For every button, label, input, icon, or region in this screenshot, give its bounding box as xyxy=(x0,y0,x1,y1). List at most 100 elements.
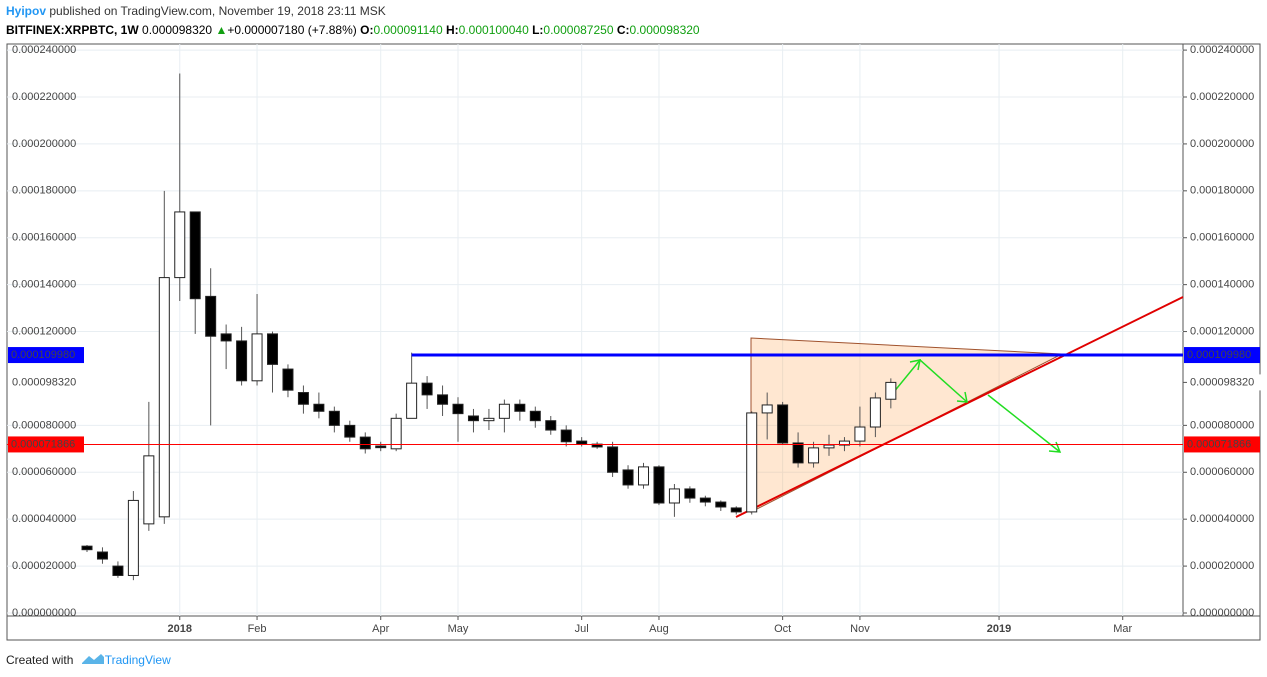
candle-body xyxy=(467,415,479,422)
arrow-head xyxy=(1048,441,1062,453)
candles xyxy=(7,73,1183,581)
y-tick-label: 0.000200000 xyxy=(1190,138,1254,150)
l-label: L: xyxy=(532,23,544,37)
trend-line xyxy=(735,296,1184,518)
candle-body xyxy=(715,501,727,508)
arrow-path xyxy=(987,394,1061,453)
ohlc-line: BITFINEX:XRPBTC, 1W 0.000098320 ▲+0.0000… xyxy=(6,23,700,37)
c-label: C: xyxy=(616,23,630,37)
right-level-label-bg xyxy=(1184,436,1260,453)
candle-body xyxy=(792,442,804,464)
x-tick-label: Nov xyxy=(850,623,870,635)
y-tick-label: 0.000180000 xyxy=(12,185,76,197)
candle-body xyxy=(761,404,773,414)
candle-body xyxy=(838,440,850,446)
y-tick-label: 0.000040000 xyxy=(12,513,76,525)
candle-body xyxy=(297,392,309,405)
x-tick-label: Oct xyxy=(774,623,791,635)
candle-body xyxy=(483,417,495,422)
candle-body xyxy=(437,394,449,405)
candle-body xyxy=(375,445,387,449)
candle-body xyxy=(328,410,340,426)
grid xyxy=(7,44,1183,616)
candle-body xyxy=(622,469,634,486)
brand[interactable]: TradingView xyxy=(104,653,171,667)
left-last-price-bg xyxy=(9,374,85,391)
candle-body xyxy=(158,277,170,518)
candle-body xyxy=(808,447,820,464)
candle-body xyxy=(390,417,402,450)
right-last-price: 0.000098320 xyxy=(1190,376,1254,388)
left-level-label: 0.000071866 xyxy=(11,438,75,450)
footer: Created with TradingView xyxy=(6,652,171,667)
change: +0.000007180 (+7.88%) xyxy=(227,23,357,37)
h-label: H: xyxy=(446,23,459,37)
candle-body xyxy=(730,507,742,513)
y-tick-label: 0.000140000 xyxy=(1190,279,1254,291)
x-tick-label: 2019 xyxy=(987,623,1011,635)
published: published on TradingView.com, November 1… xyxy=(49,4,386,18)
candle-body xyxy=(143,455,155,525)
symbol: BITFINEX:XRPBTC, 1W xyxy=(6,23,139,37)
price: 0.000098320 xyxy=(142,23,213,37)
right-level-label: 0.000109980 xyxy=(1187,349,1251,361)
publish-line: Hyipov published on TradingView.com, Nov… xyxy=(6,4,386,18)
candle-body xyxy=(746,412,758,513)
candle-body xyxy=(576,440,588,445)
x-tick-label: Mar xyxy=(1113,623,1132,635)
candle-body xyxy=(545,420,557,431)
y-tick-label: 0.000060000 xyxy=(1190,466,1254,478)
left-level-label-bg xyxy=(8,347,84,364)
candle-body xyxy=(267,333,279,365)
left-last-price: 0.000098320 xyxy=(12,376,76,388)
arrow-head xyxy=(956,391,968,403)
right-level-label-bg xyxy=(1184,347,1260,364)
y-tick-label: 0.000040000 xyxy=(1190,513,1254,525)
candle-body xyxy=(777,404,789,444)
candle-body xyxy=(421,382,433,396)
up-icon: ▲ xyxy=(215,23,228,37)
candle-body xyxy=(344,424,356,438)
chart: 0.000000000 0.000000000 0.000020000 0.00002… xyxy=(6,43,1263,641)
x-tick-label: Apr xyxy=(372,623,389,635)
h-value: 0.000100040 xyxy=(458,23,529,37)
right-last-price-bg xyxy=(1187,374,1263,391)
candle-body xyxy=(96,551,108,560)
created-with: Created with xyxy=(6,653,74,667)
chart-frame xyxy=(6,43,1261,641)
candle-body xyxy=(112,565,124,576)
candle-body xyxy=(514,403,526,412)
candle-body xyxy=(529,410,541,422)
candle-body xyxy=(638,466,650,486)
x-tick-label: 2018 xyxy=(168,623,192,635)
y-tick-label: 0.000140000 xyxy=(12,279,76,291)
candle-body xyxy=(869,397,881,428)
y-tick-label: 0.000240000 xyxy=(1190,44,1254,56)
y-tick-label: 0.000060000 xyxy=(12,466,76,478)
y-tick-label: 0.000080000 xyxy=(12,419,76,431)
y-tick-label: 0.000020000 xyxy=(1190,560,1254,572)
y-tick-label: 0.000020000 xyxy=(12,560,76,572)
x-tick-label: Aug xyxy=(649,623,669,635)
candle-body xyxy=(684,488,696,499)
tv-logo xyxy=(81,654,104,664)
y-tick-label: 0.000160000 xyxy=(12,232,76,244)
candle-body xyxy=(854,426,866,442)
drawings xyxy=(735,296,1184,518)
candle-body xyxy=(406,382,418,419)
author[interactable]: Hyipov xyxy=(6,4,47,18)
candle-body xyxy=(560,429,572,443)
candle-body xyxy=(189,211,201,300)
o-label: O: xyxy=(360,23,374,37)
y-tick-label: 0.000180000 xyxy=(1190,185,1254,197)
y-tick-label: 0.000000000 xyxy=(12,607,76,619)
candle-body xyxy=(205,295,217,337)
y-tick-label: 0.000000000 xyxy=(1190,607,1254,619)
candle-body xyxy=(174,211,186,279)
y-tick-label: 0.000080000 xyxy=(1190,419,1254,431)
x-tick-label: Feb xyxy=(248,623,267,635)
x-tick-label: May xyxy=(448,623,469,635)
candle-body xyxy=(220,333,232,342)
arrow-head xyxy=(909,359,921,371)
